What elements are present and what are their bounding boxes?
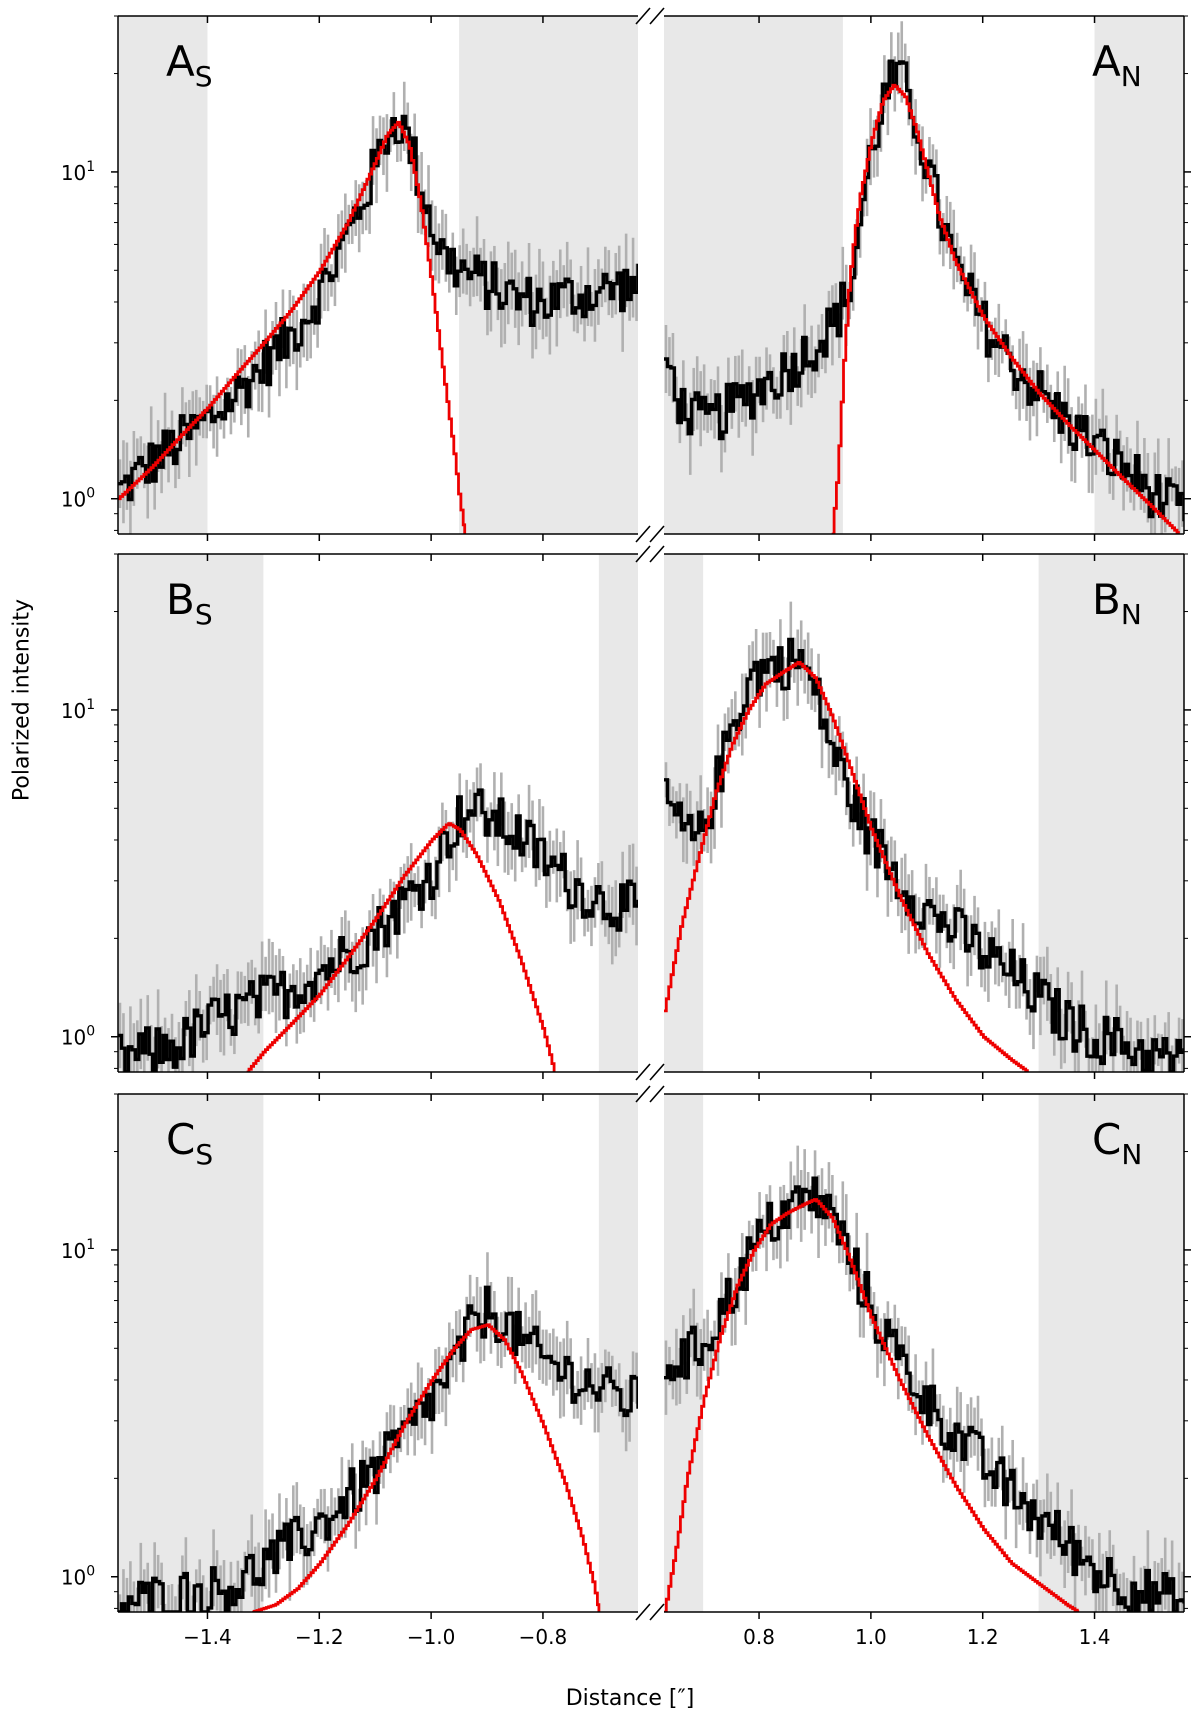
shaded-region [598, 554, 638, 1072]
axis-break-mark [649, 545, 665, 563]
plot-area [118, 554, 638, 1072]
x-axis-title: Distance [″] [565, 1686, 695, 1711]
y-tick-exp: 0 [86, 486, 95, 502]
y-axis-title: Polarized intensity [9, 598, 35, 802]
axis-break-mark [649, 1603, 665, 1621]
panel-letter: A [1092, 37, 1121, 86]
x-tick-label: 1.2 [967, 1625, 999, 1649]
panel-B-right: BN [664, 553, 1191, 1079]
model-line [664, 1198, 1080, 1612]
y-tick-label: 101 [61, 697, 95, 723]
y-tick-base: 10 [61, 1566, 86, 1590]
axes-frame: AN [664, 15, 1191, 541]
shaded-region [1038, 554, 1184, 1072]
panel-subscript: S [195, 60, 213, 93]
x-tick-label: −1.2 [295, 1625, 344, 1649]
panel-label: AN [1092, 37, 1142, 93]
panel-letter: B [1092, 575, 1121, 624]
x-tick-label: −0.8 [519, 1625, 568, 1649]
panel-letter: C [1092, 1115, 1121, 1164]
x-tick-label: 1.4 [1079, 1625, 1111, 1649]
y-tick-exp: 0 [86, 1024, 95, 1040]
y-tick-label: 100 [61, 1024, 95, 1050]
axis-break-mark [635, 525, 651, 543]
panel-letter: C [166, 1115, 195, 1164]
panel-subscript: N [1121, 598, 1142, 631]
model-line [118, 120, 467, 534]
y-tick-label: 101 [61, 159, 95, 185]
panel-letter: A [166, 37, 195, 86]
y-tick-base: 10 [61, 699, 86, 723]
panel-A-right: AN [664, 15, 1191, 541]
y-tick-base: 10 [61, 488, 86, 512]
model-line [831, 83, 1180, 534]
x-tick-label: 1.0 [855, 1625, 887, 1649]
model-line [664, 661, 1029, 1072]
plot-area [118, 16, 638, 534]
axis-break-mark [635, 1603, 651, 1621]
axis-break-mark [635, 545, 651, 563]
panel-label: BN [1092, 575, 1142, 631]
panel-C-right: 0.8 1.0 1.2 1.4 CN [664, 1093, 1191, 1649]
x-tick-label: 0.8 [743, 1625, 775, 1649]
y-tick-exp: 1 [86, 697, 95, 713]
panel-subscript: N [1121, 1138, 1142, 1171]
x-tick-label: −1.4 [183, 1625, 232, 1649]
y-tick-base: 10 [61, 1026, 86, 1050]
y-tick-label: 100 [61, 1564, 95, 1590]
axis-break-mark [635, 1063, 651, 1081]
axis-break-mark [635, 7, 651, 25]
x-tick-label: −1.0 [407, 1625, 456, 1649]
panel-subscript: S [195, 1138, 213, 1171]
panel-letter: B [166, 575, 195, 624]
y-tick-base: 10 [61, 1239, 86, 1263]
axis-break-mark [649, 1085, 665, 1103]
y-tick-label: 101 [61, 1237, 95, 1263]
axis-break-mark [649, 1063, 665, 1081]
plot-area [664, 554, 1184, 1072]
panel-label: BS [166, 575, 213, 631]
panel-label: CS [166, 1115, 213, 1171]
panel-subscript: N [1121, 60, 1142, 93]
axis-break-mark [649, 7, 665, 25]
y-tick-exp: 1 [86, 1237, 95, 1253]
shaded-region [118, 1094, 264, 1612]
data-line [664, 637, 1184, 1072]
axes-frame: 0.8 1.0 1.2 1.4 CN [664, 1093, 1191, 1649]
axis-break-mark [635, 1085, 651, 1103]
panel-label: CN [1092, 1115, 1142, 1171]
y-tick-label: 100 [61, 486, 95, 512]
data-line [664, 1176, 1184, 1612]
plot-area [118, 1094, 638, 1612]
y-tick-exp: 1 [86, 159, 95, 175]
model-line [246, 822, 556, 1072]
y-tick-base: 10 [61, 161, 86, 185]
model-line [252, 1323, 601, 1612]
panel-label: AS [166, 37, 213, 93]
plot-area [664, 16, 1184, 534]
axes-frame: BN [664, 553, 1191, 1079]
plot-area [664, 1094, 1184, 1612]
axis-break-mark [649, 525, 665, 543]
y-tick-exp: 0 [86, 1564, 95, 1580]
shaded-region [1038, 1094, 1184, 1612]
data-line [118, 788, 638, 1072]
data-line [664, 59, 1184, 522]
panel-subscript: S [195, 598, 213, 631]
